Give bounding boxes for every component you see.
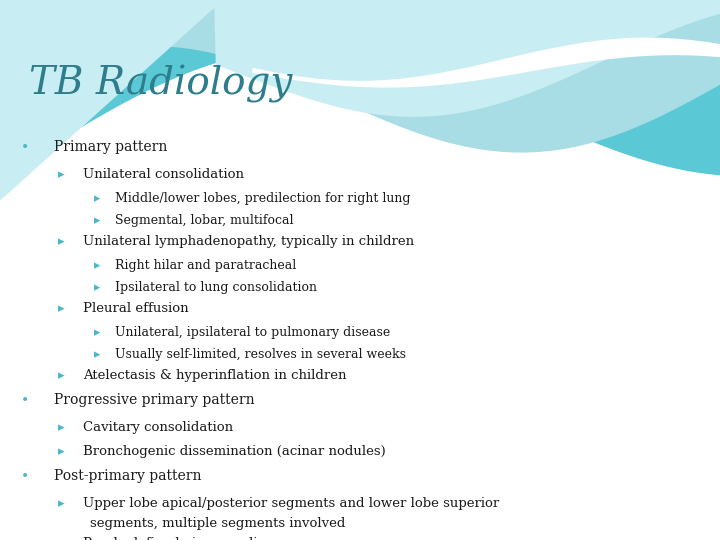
Text: ▸: ▸ (94, 192, 100, 205)
Text: Poorly defined airspace disease: Poorly defined airspace disease (83, 537, 294, 540)
Text: ▸: ▸ (58, 497, 65, 510)
Text: TB Radiology: TB Radiology (29, 65, 292, 103)
Text: ▸: ▸ (94, 259, 100, 272)
Text: Cavitary consolidation: Cavitary consolidation (83, 421, 233, 434)
Text: ▸: ▸ (94, 348, 100, 361)
Text: •: • (21, 393, 30, 407)
Text: Primary pattern: Primary pattern (54, 140, 167, 154)
Text: Usually self-limited, resolves in several weeks: Usually self-limited, resolves in severa… (115, 348, 406, 361)
Text: ▸: ▸ (58, 302, 65, 315)
Text: ▸: ▸ (58, 168, 65, 181)
Text: ▸: ▸ (58, 369, 65, 382)
Text: ▸: ▸ (58, 421, 65, 434)
Text: Segmental, lobar, multifocal: Segmental, lobar, multifocal (115, 214, 294, 227)
Text: Right hilar and paratracheal: Right hilar and paratracheal (115, 259, 297, 272)
Text: ▸: ▸ (58, 445, 65, 458)
Text: Unilateral lymphadenopathy, typically in children: Unilateral lymphadenopathy, typically in… (83, 235, 414, 248)
Text: Post-primary pattern: Post-primary pattern (54, 469, 202, 483)
Text: ▸: ▸ (58, 235, 65, 248)
Text: ▸: ▸ (94, 214, 100, 227)
Text: Ipsilateral to lung consolidation: Ipsilateral to lung consolidation (115, 281, 318, 294)
Text: Pleural effusion: Pleural effusion (83, 302, 189, 315)
Text: Bronchogenic dissemination (acinar nodules): Bronchogenic dissemination (acinar nodul… (83, 445, 385, 458)
Text: Atelectasis & hyperinflation in children: Atelectasis & hyperinflation in children (83, 369, 346, 382)
Text: Progressive primary pattern: Progressive primary pattern (54, 393, 255, 407)
Text: ▸: ▸ (94, 326, 100, 339)
Text: •: • (21, 469, 30, 483)
Text: Unilateral, ipsilateral to pulmonary disease: Unilateral, ipsilateral to pulmonary dis… (115, 326, 390, 339)
Text: Middle/lower lobes, predilection for right lung: Middle/lower lobes, predilection for rig… (115, 192, 410, 205)
Text: •: • (21, 140, 30, 154)
Text: Upper lobe apical/posterior segments and lower lobe superior: Upper lobe apical/posterior segments and… (83, 497, 499, 510)
Text: Unilateral consolidation: Unilateral consolidation (83, 168, 244, 181)
Text: segments, multiple segments involved: segments, multiple segments involved (90, 517, 346, 530)
Text: ▸: ▸ (94, 281, 100, 294)
Text: ▸: ▸ (58, 537, 65, 540)
